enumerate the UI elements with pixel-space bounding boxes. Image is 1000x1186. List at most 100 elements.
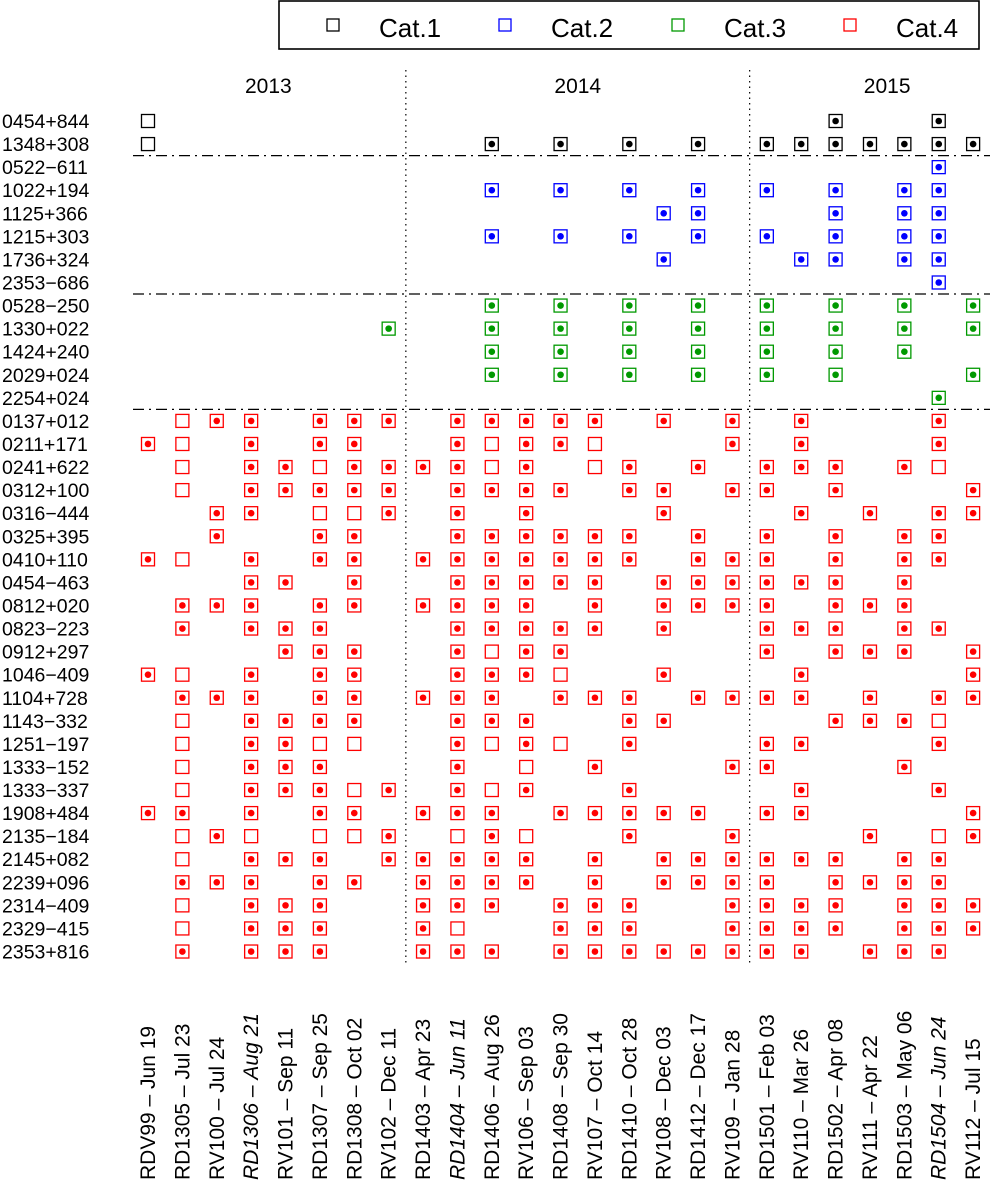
detection-dot bbox=[969, 832, 977, 840]
detection-dot bbox=[144, 440, 152, 448]
detection-dot bbox=[454, 948, 461, 955]
detection-dot bbox=[591, 602, 599, 609]
detection-dot bbox=[350, 440, 358, 448]
observation-marker bbox=[347, 736, 362, 752]
detection-dot bbox=[350, 809, 358, 817]
detection-dot bbox=[454, 902, 461, 909]
detection-dot bbox=[488, 855, 496, 863]
detection-dot bbox=[419, 855, 427, 863]
detection-dot bbox=[488, 832, 496, 840]
observation-marker bbox=[175, 459, 190, 475]
detection-dot bbox=[454, 855, 461, 863]
dividers bbox=[133, 70, 990, 966]
detection-dot bbox=[660, 417, 667, 425]
detection-dot bbox=[282, 625, 289, 632]
detection-dot bbox=[454, 786, 461, 794]
detection-dot bbox=[316, 925, 324, 932]
detection-dot bbox=[522, 671, 530, 678]
detection-dot bbox=[729, 902, 736, 909]
source-label: 1330+022 bbox=[2, 319, 89, 341]
detection-dot bbox=[350, 532, 358, 540]
observation-marker bbox=[175, 898, 190, 913]
source-label: 0211+171 bbox=[2, 434, 88, 456]
detection-dot bbox=[626, 809, 633, 817]
detection-dot bbox=[763, 648, 771, 655]
detection-dot bbox=[935, 140, 943, 148]
detection-dot bbox=[247, 671, 255, 678]
detection-dot bbox=[488, 556, 496, 563]
detection-dot bbox=[832, 925, 839, 932]
detection-dot bbox=[935, 902, 943, 909]
detection-dot bbox=[935, 855, 943, 863]
detection-dot bbox=[763, 233, 771, 240]
detection-dot bbox=[763, 925, 771, 932]
detection-dot bbox=[763, 186, 771, 194]
detection-dot bbox=[557, 694, 564, 702]
detection-dot bbox=[935, 279, 943, 286]
detection-dot bbox=[694, 602, 702, 609]
detection-dot bbox=[488, 579, 496, 586]
detection-dot bbox=[488, 879, 496, 886]
detection-dot bbox=[832, 302, 839, 309]
detection-dot bbox=[557, 325, 564, 332]
detection-dot bbox=[729, 579, 736, 586]
detection-dot bbox=[247, 602, 255, 609]
detection-dot bbox=[316, 648, 324, 655]
source-label: 1046−409 bbox=[2, 665, 89, 687]
detection-dot bbox=[832, 855, 839, 863]
detection-dot bbox=[626, 902, 633, 909]
observation-marker bbox=[175, 921, 190, 936]
detection-dot bbox=[660, 809, 667, 817]
detection-dot bbox=[935, 394, 943, 402]
detection-dot bbox=[935, 440, 943, 448]
detection-dot bbox=[557, 417, 564, 425]
detection-dot bbox=[454, 717, 461, 725]
session-label: RD1408 – Sep 30 bbox=[550, 1013, 573, 1180]
detection-dot bbox=[316, 717, 324, 725]
detection-dot bbox=[557, 371, 564, 379]
detection-dot bbox=[419, 879, 427, 886]
detection-dot bbox=[179, 602, 186, 609]
detection-dot bbox=[385, 786, 392, 794]
session-label: RD1503 – May 06 bbox=[893, 1011, 916, 1180]
detection-dot bbox=[316, 556, 324, 563]
session-label: RD1410 – Oct 28 bbox=[618, 1018, 641, 1180]
observation-marker bbox=[519, 759, 534, 775]
detection-dot bbox=[454, 625, 461, 632]
source-label: 0528−250 bbox=[2, 296, 89, 318]
detection-dot bbox=[179, 625, 186, 632]
detection-dot bbox=[901, 648, 908, 655]
observation-marker bbox=[312, 829, 328, 844]
detection-dot bbox=[797, 740, 805, 748]
session-label: RV109 – Jan 28 bbox=[721, 1030, 744, 1180]
detection-dot bbox=[866, 694, 874, 702]
legend-marker bbox=[671, 18, 685, 32]
observation-marker bbox=[587, 459, 603, 475]
detection-dot bbox=[832, 186, 839, 194]
detection-dot bbox=[179, 809, 186, 817]
detection-dot bbox=[797, 579, 805, 586]
source-label: 1333−337 bbox=[2, 780, 89, 802]
detection-dot bbox=[557, 532, 564, 540]
detection-dot bbox=[522, 786, 530, 794]
source-label: 2254+024 bbox=[2, 388, 89, 410]
detection-dot bbox=[901, 602, 908, 609]
detection-dot bbox=[832, 256, 839, 263]
detection-dot bbox=[935, 694, 943, 702]
legend-label: Cat.3 bbox=[724, 13, 786, 43]
detection-dot bbox=[591, 556, 599, 563]
detection-dot bbox=[969, 925, 977, 932]
detection-dot bbox=[729, 440, 736, 448]
detection-dot bbox=[557, 233, 564, 240]
detection-dot bbox=[626, 532, 633, 540]
detection-dot bbox=[901, 532, 908, 540]
detection-dot bbox=[282, 486, 289, 494]
detection-dot bbox=[350, 717, 358, 725]
detection-dot bbox=[797, 809, 805, 817]
session-label: RD1504 – Jun 24 bbox=[928, 1017, 951, 1180]
detection-dot bbox=[763, 556, 771, 563]
detection-dot bbox=[763, 625, 771, 632]
detection-dot bbox=[591, 879, 599, 886]
session-label: RV102 – Dec 11 bbox=[378, 1028, 401, 1180]
detection-dot bbox=[660, 879, 667, 886]
